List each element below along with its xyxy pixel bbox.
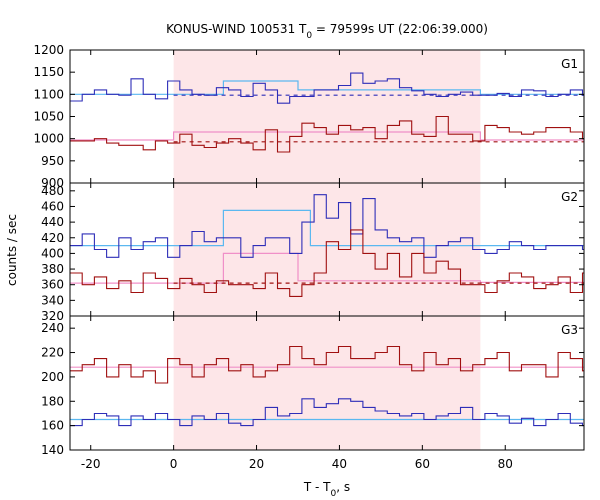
- panel-frame: [69, 315, 585, 451]
- y-tick-label: 180: [41, 394, 64, 408]
- x-tick-label: 20: [249, 457, 264, 471]
- x-tick-label: 40: [332, 457, 347, 471]
- y-tick-label: 440: [41, 215, 64, 229]
- y-tick-label: 1100: [33, 87, 64, 101]
- y-axis-title: counts / sec: [5, 214, 19, 286]
- panel-plot-area: [70, 72, 584, 153]
- panel-label: G3: [561, 323, 578, 337]
- low-fit-line: [70, 131, 584, 141]
- x-tick-label: 0: [170, 457, 178, 471]
- y-tick-label: 200: [41, 370, 64, 384]
- y-tick-label: 1000: [33, 132, 64, 146]
- panel-g1: 900 950 1000 1050 1100 1150 1200 G1: [33, 43, 585, 190]
- x-axis-title: T - T0, s: [303, 480, 350, 499]
- y-tick-label: 320: [41, 309, 64, 323]
- high-fit-line: [70, 80, 584, 95]
- panel-label: G1: [561, 57, 578, 71]
- low-series-line: [70, 115, 584, 153]
- x-tick-label: -20: [81, 457, 101, 471]
- y-tick-label: 360: [41, 278, 64, 292]
- y-tick-label: 1200: [33, 43, 64, 57]
- x-tick-label: 80: [498, 457, 513, 471]
- y-tick-label: 900: [41, 176, 64, 190]
- panel-g3: 140 160 180 200 220 240 G3: [41, 315, 585, 457]
- low-series-line: [70, 345, 584, 384]
- highlight-band: [173, 316, 481, 450]
- panel-plot-area: [70, 345, 584, 427]
- y-tick-label: 240: [41, 321, 64, 335]
- chart-title: KONUS-WIND 100531 T0 = 79599s UT (22:06:…: [166, 22, 488, 41]
- low-series-line: [70, 229, 584, 297]
- highlight-band: [173, 50, 481, 183]
- high-series-line: [70, 398, 584, 427]
- y-tick-label: 1050: [33, 110, 64, 124]
- y-tick-label: 380: [41, 262, 64, 276]
- panel-plot-area: [70, 194, 584, 297]
- high-series-line: [70, 72, 584, 104]
- y-tick-label: 140: [41, 443, 64, 457]
- highlight-band: [173, 183, 481, 316]
- y-tick-label: 220: [41, 346, 64, 360]
- y-tick-label: 460: [41, 199, 64, 213]
- y-tick-label: 950: [41, 154, 64, 168]
- high-series-line: [70, 194, 584, 258]
- y-tick-label: 160: [41, 419, 64, 433]
- panel-label: G2: [561, 190, 578, 204]
- y-tick-label: 420: [41, 231, 64, 245]
- x-tick-label: 60: [415, 457, 430, 471]
- y-tick-label: 340: [41, 293, 64, 307]
- y-tick-label: 400: [41, 246, 64, 260]
- y-tick-label: 1150: [33, 65, 64, 79]
- y-tick-label: 480: [41, 184, 64, 198]
